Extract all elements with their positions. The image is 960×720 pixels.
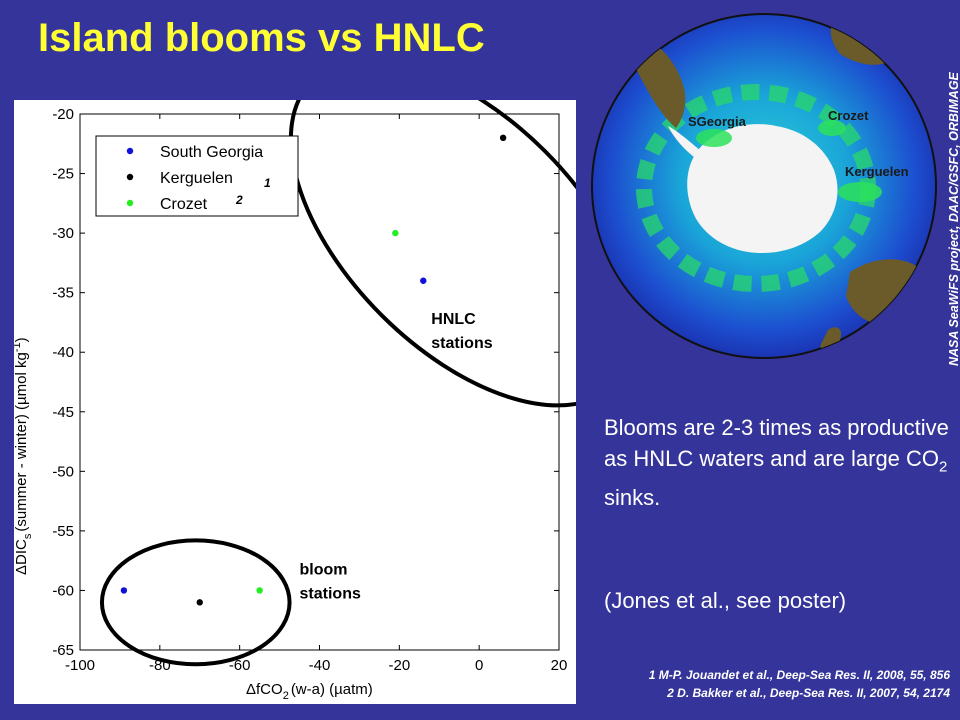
slide-title: Island blooms vs HNLC (38, 16, 485, 60)
x-tick-label: -100 (65, 657, 95, 674)
reference-1: 1 M-P. Jouandet et al., Deep-Sea Res. II… (648, 668, 950, 682)
data-point-south-georgia (420, 277, 427, 284)
image-credit: NASA SeaWiFS project, DAAC/GSFC, ORBIMAG… (947, 72, 960, 366)
antarctica-shape (687, 124, 838, 254)
x-tick-label: 0 (475, 657, 483, 674)
y-tick-label: -50 (52, 463, 74, 480)
map-label-kerguelen: Kerguelen (845, 164, 909, 179)
legend-marker-kerguelen (126, 173, 134, 181)
chart-panel: -100 -80 -60 -40 -20 0 20 -20 -25 -30 -35 -40 -45 -50… (14, 100, 576, 704)
x-tick-label: -20 (388, 657, 410, 674)
antarctic-peninsula-shape (668, 126, 702, 160)
y-tick-label: -45 (52, 404, 74, 421)
map-label-crozet: Crozet (828, 108, 869, 123)
legend-label-south-georgia: South Georgia (160, 144, 263, 161)
y-tick-label: -20 (52, 106, 74, 123)
legend-ref-2: 2 (235, 193, 243, 207)
y-tick-label: -55 (52, 523, 74, 540)
map-label-sgeorgia: SGeorgia (688, 114, 747, 129)
x-tick-label: -80 (149, 657, 171, 674)
data-point-kerguelen (196, 599, 203, 606)
data-point-crozet (392, 229, 399, 237)
y-tick-label: -30 (52, 225, 74, 242)
y-tick-label: -60 (52, 582, 74, 599)
x-axis-label: ΔfCO2 (w-a) (µatm) (246, 681, 373, 702)
annotation-bloom-line-1: bloom (300, 561, 348, 578)
antarctic-globe-map: SGeorgia Crozet Kerguelen (591, 13, 937, 359)
data-point-south-georgia (120, 587, 128, 594)
group-ellipse-hnlc (288, 100, 576, 408)
scatter-chart: -100 -80 -60 -40 -20 0 20 -20 -25 -30 -35 -40 -45 -50… (14, 100, 576, 702)
kerguelen-bloom (838, 182, 882, 202)
y-tick-label: -35 (52, 285, 74, 302)
data-point-kerguelen (499, 134, 507, 142)
y-axis-label: ΔDICs(summer - winter) (µmol kg-1) (14, 337, 34, 575)
crozet-bloom (818, 120, 846, 136)
data-point-crozet (256, 587, 263, 594)
legend-marker-south-georgia (126, 147, 134, 155)
x-tick-label: -60 (229, 657, 251, 674)
reference-2: 2 D. Bakker et al., Deep-Sea Res. II, 20… (667, 686, 950, 700)
annotation-bloom-line-2: stations (300, 585, 361, 602)
legend-label-crozet: Crozet (160, 196, 208, 213)
y-tick-label: -25 (52, 166, 74, 183)
legend-marker-crozet (126, 199, 134, 207)
summary-text: Blooms are 2-3 times as productive as HN… (604, 415, 949, 511)
group-ellipse-bloom (99, 538, 292, 667)
legend-ref-1: 1 (264, 176, 271, 190)
x-tick-label: -40 (309, 657, 331, 674)
y-tick-label: -40 (52, 344, 74, 361)
annotation-hnlc-line-2: stations (431, 335, 492, 352)
y-tick-label: -65 (52, 642, 74, 659)
south-georgia-bloom (696, 129, 732, 147)
legend-label-kerguelen: Kerguelen (160, 170, 233, 187)
x-tick-label: 20 (551, 657, 568, 674)
annotation-hnlc-line-1: HNLC (431, 311, 476, 328)
poster-note: (Jones et al., see poster) (604, 588, 847, 613)
